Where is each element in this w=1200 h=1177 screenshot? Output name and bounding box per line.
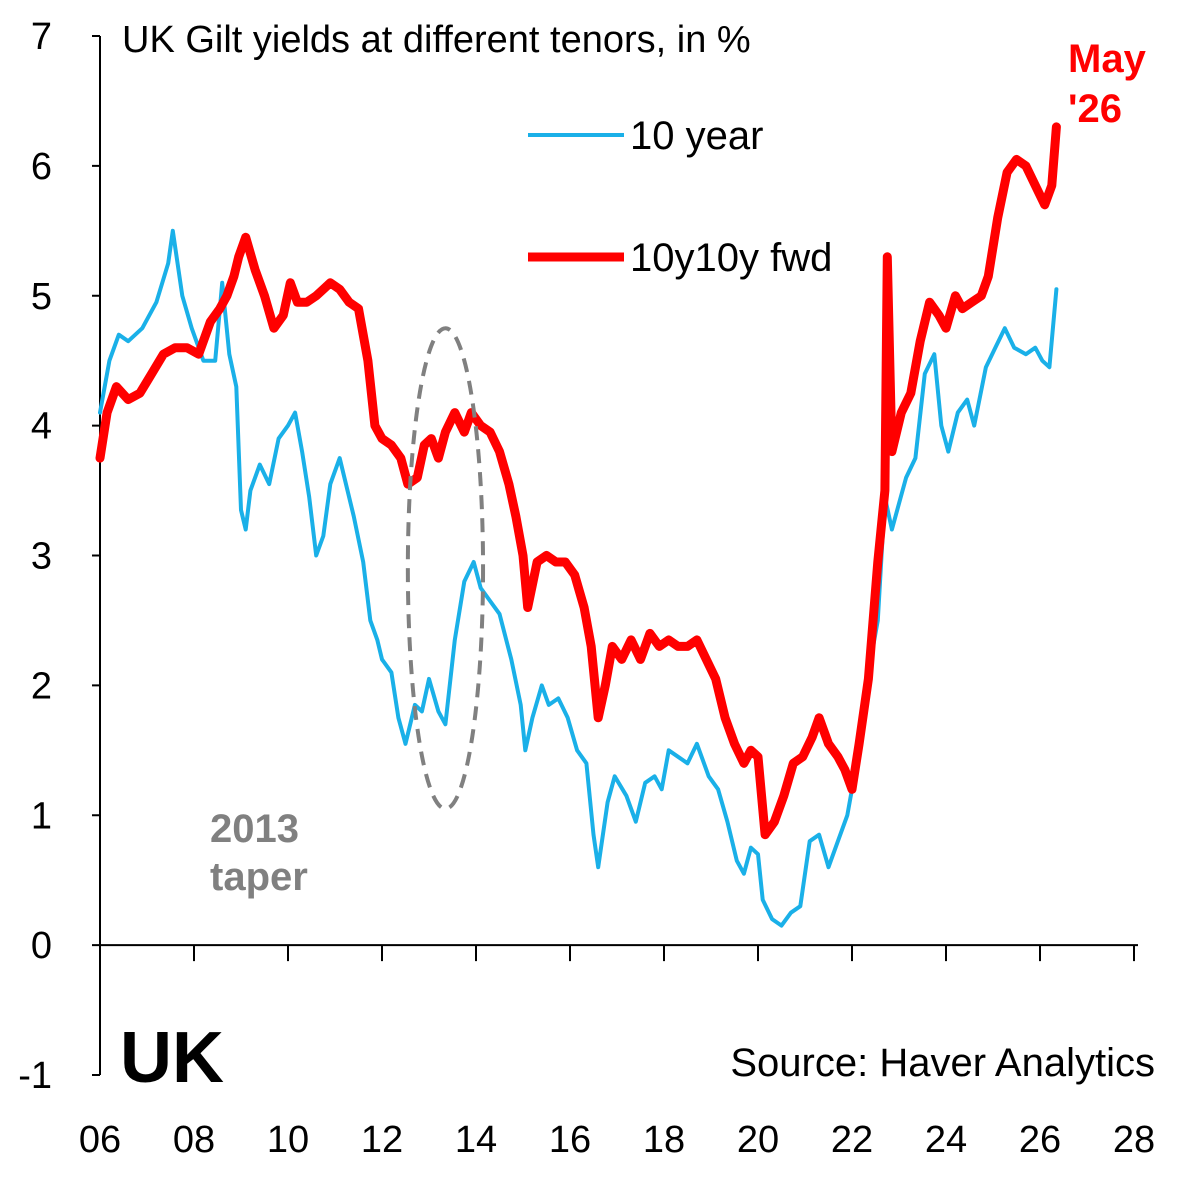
- y-tick-label: -1: [18, 1055, 52, 1097]
- x-tick-label: 06: [79, 1119, 121, 1161]
- x-tick-label: 28: [1113, 1119, 1155, 1161]
- y-tick-label: 6: [31, 146, 52, 188]
- y-tick-label: 3: [31, 536, 52, 578]
- x-tick-label: 24: [925, 1119, 967, 1161]
- y-tick-label: 5: [31, 276, 52, 318]
- y-tick-label: 1: [31, 795, 52, 837]
- chart-title: UK Gilt yields at different tenors, in %: [122, 19, 751, 61]
- taper-highlight-ellipse: [405, 326, 486, 811]
- annotation-latest-label: May: [1068, 37, 1147, 81]
- legend-label: 10 year: [630, 114, 763, 158]
- series-line-ten-year: [98, 228, 1059, 928]
- x-tick-label: 16: [549, 1119, 591, 1161]
- y-tick-label: 7: [31, 16, 52, 58]
- x-tick-label: 26: [1019, 1119, 1061, 1161]
- annotation-taper-label: taper: [210, 855, 308, 899]
- x-tick-label: 18: [643, 1119, 685, 1161]
- chart-series: [95, 122, 1061, 928]
- annotation-latest-label: '26: [1068, 87, 1122, 131]
- series-line-ten-year-ten-year-forward: [95, 122, 1061, 840]
- x-tick-label: 08: [173, 1119, 215, 1161]
- chart-axes: [92, 35, 1138, 1076]
- y-tick-label: 4: [31, 406, 52, 448]
- x-tick-label: 20: [737, 1119, 779, 1161]
- x-tick-label: 10: [267, 1119, 309, 1161]
- x-tick-label: 22: [831, 1119, 873, 1161]
- x-tick-label: 14: [455, 1119, 497, 1161]
- x-tick-label: 12: [361, 1119, 403, 1161]
- annotation-taper-label: 2013: [210, 807, 299, 851]
- source-note: Source: Haver Analytics: [730, 1041, 1155, 1085]
- y-tick-label: 2: [31, 665, 52, 707]
- legend: 10 year 10y10y fwd: [528, 114, 832, 280]
- country-label: UK: [120, 1018, 224, 1098]
- y-tick-label: 0: [31, 925, 52, 967]
- legend-label: 10y10y fwd: [630, 236, 832, 280]
